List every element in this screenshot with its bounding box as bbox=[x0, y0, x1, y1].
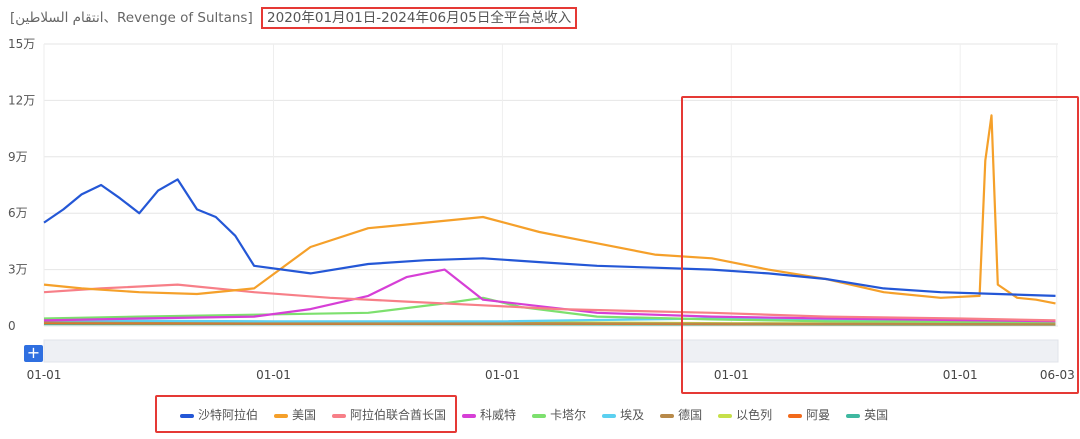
legend-swatch bbox=[332, 413, 347, 418]
legend-label: 阿拉伯联合酋长国 bbox=[350, 408, 447, 422]
y-tick-label: 6万 bbox=[8, 206, 28, 220]
legend-swatch bbox=[532, 413, 547, 418]
legend-label: 科威特 bbox=[480, 408, 517, 422]
series-line bbox=[43, 114, 1056, 305]
legend-label: 沙特阿拉伯 bbox=[198, 408, 259, 422]
legend-item[interactable]: 以色列 bbox=[718, 406, 772, 423]
x-tick-label: 01-01 bbox=[27, 368, 62, 382]
legend-highlight-box bbox=[155, 395, 457, 433]
legend-item[interactable]: 英国 bbox=[846, 406, 888, 423]
legend-label: 以色列 bbox=[736, 408, 773, 422]
legend-label: 美国 bbox=[292, 408, 317, 422]
legend-swatch bbox=[462, 413, 477, 418]
legend-item[interactable]: 沙特阿拉伯 bbox=[180, 406, 258, 423]
legend-item[interactable]: 美国 bbox=[274, 406, 316, 423]
legend-swatch bbox=[788, 413, 803, 418]
legend-swatch bbox=[846, 413, 861, 418]
legend-swatch bbox=[718, 413, 733, 418]
series-line bbox=[43, 283, 1056, 322]
x-tick-label: 01-01 bbox=[256, 368, 291, 382]
y-tick-label: 3万 bbox=[8, 263, 28, 277]
legend-swatch bbox=[660, 413, 675, 418]
app-name-label: [انتقام السلاطين、Revenge of Sultans] bbox=[10, 10, 253, 26]
y-tick-label: 9万 bbox=[8, 150, 28, 164]
chart-legend[interactable]: 沙特阿拉伯 美国 阿拉伯联合酋长国 科威特 卡塔尔 埃及 德国 以色列 阿曼 英国 bbox=[180, 406, 904, 423]
y-tick-label: 15万 bbox=[8, 37, 35, 51]
highlight-box bbox=[681, 96, 1079, 394]
x-tick-label: 01-01 bbox=[485, 368, 520, 382]
legend-swatch bbox=[180, 413, 194, 418]
legend-label: 卡塔尔 bbox=[550, 408, 587, 422]
zoom-slider-track bbox=[43, 339, 1059, 363]
legend-label: 英国 bbox=[864, 408, 889, 422]
legend-item[interactable]: 埃及 bbox=[602, 406, 644, 423]
legend-item[interactable]: 卡塔尔 bbox=[532, 406, 586, 423]
y-tick-label: 0 bbox=[8, 319, 16, 333]
x-tick-label: 06-03 bbox=[1040, 368, 1075, 382]
x-tick-label: 01-01 bbox=[714, 368, 749, 382]
zoom-in-button[interactable]: + bbox=[24, 345, 43, 362]
x-tick-label: 01-01 bbox=[943, 368, 978, 382]
legend-item[interactable]: 科威特 bbox=[462, 406, 516, 423]
y-tick-label: 12万 bbox=[8, 93, 35, 107]
chart-title-bar: [انتقام السلاطين、Revenge of Sultans] 202… bbox=[10, 6, 578, 29]
legend-item[interactable]: 德国 bbox=[660, 406, 702, 423]
series-line bbox=[43, 268, 1056, 323]
series-line bbox=[43, 296, 1056, 324]
legend-item[interactable]: 阿曼 bbox=[788, 406, 830, 423]
legend-label: 阿曼 bbox=[806, 408, 831, 422]
legend-item[interactable]: 阿拉伯联合酋长国 bbox=[332, 406, 446, 423]
legend-label: 德国 bbox=[678, 408, 703, 422]
legend-swatch bbox=[274, 413, 289, 418]
date-range-title: 2020年01月01日-2024年06月05日全平台总收入 bbox=[261, 7, 578, 29]
legend-swatch bbox=[602, 413, 617, 418]
revenue-line-chart: 0 3万 6万 9万 12万 15万 01-01 01-01 01-01 01-01 01-01 06… bbox=[8, 37, 1075, 382]
series-line bbox=[43, 178, 1056, 297]
series-line bbox=[43, 321, 1056, 326]
legend-label: 埃及 bbox=[620, 408, 645, 422]
